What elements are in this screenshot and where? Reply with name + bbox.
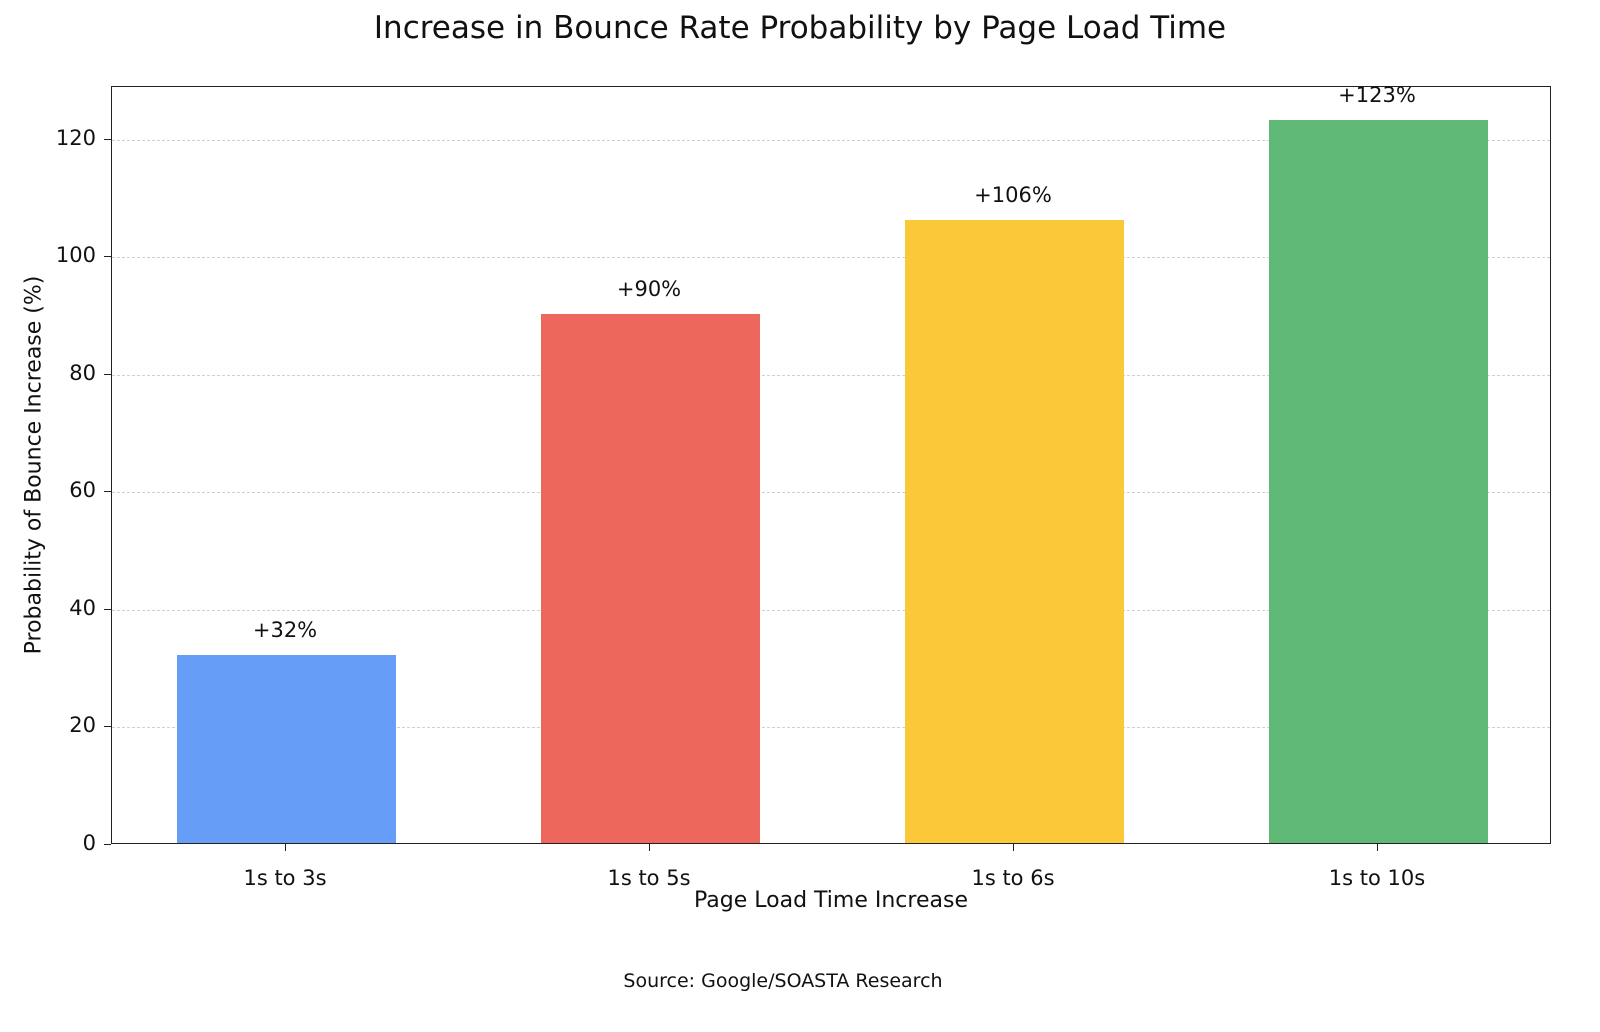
gridline: [112, 257, 1550, 259]
x-tick-mark: [1377, 844, 1378, 851]
gridline: [112, 492, 1550, 494]
bar-3: [904, 220, 1124, 843]
gridline: [112, 139, 1550, 141]
x-tick-label: 1s to 3s: [243, 866, 327, 890]
chart-title: Increase in Bounce Rate Probability by P…: [373, 10, 1227, 46]
bar-2: [540, 314, 760, 843]
y-tick-label: 80: [69, 360, 96, 385]
bar-value-label: +32%: [252, 617, 318, 642]
y-tick-label: 120: [55, 125, 96, 150]
y-tick-mark: [104, 138, 111, 140]
y-tick-mark: [104, 844, 111, 845]
y-tick-label: 0: [82, 831, 96, 855]
x-tick-mark: [649, 844, 650, 851]
bar-value-label: +90%: [616, 277, 682, 302]
y-tick-label: 40: [69, 595, 96, 620]
bar-value-label: +123%: [1338, 83, 1416, 108]
x-axis-label: Page Load Time Increase: [694, 888, 968, 913]
y-tick-label: 60: [69, 478, 96, 503]
x-tick-label: 1s to 5s: [607, 866, 691, 890]
x-tick-label: 1s to 10s: [1328, 866, 1426, 890]
gridline: [112, 374, 1550, 376]
bar-4: [1268, 120, 1488, 843]
y-tick-mark: [104, 373, 111, 375]
y-tick-label: 20: [69, 713, 96, 738]
gridline: [112, 609, 1550, 611]
y-tick-mark: [104, 608, 111, 610]
plot-area: [111, 86, 1551, 844]
x-tick-label: 1s to 6s: [971, 866, 1055, 890]
y-tick-mark: [104, 726, 111, 728]
y-tick-mark: [104, 491, 111, 493]
bar-value-label: +106%: [974, 183, 1052, 208]
gridline: [112, 727, 1550, 729]
source-note: Source: Google/SOASTA Research: [623, 970, 943, 992]
y-tick-label: 100: [55, 243, 96, 268]
y-axis-label: Probability of Bounce Increase (%): [21, 275, 47, 655]
y-tick-mark: [104, 256, 111, 258]
x-tick-mark: [1013, 844, 1014, 851]
x-tick-mark: [285, 844, 286, 851]
bar-1: [176, 654, 396, 843]
